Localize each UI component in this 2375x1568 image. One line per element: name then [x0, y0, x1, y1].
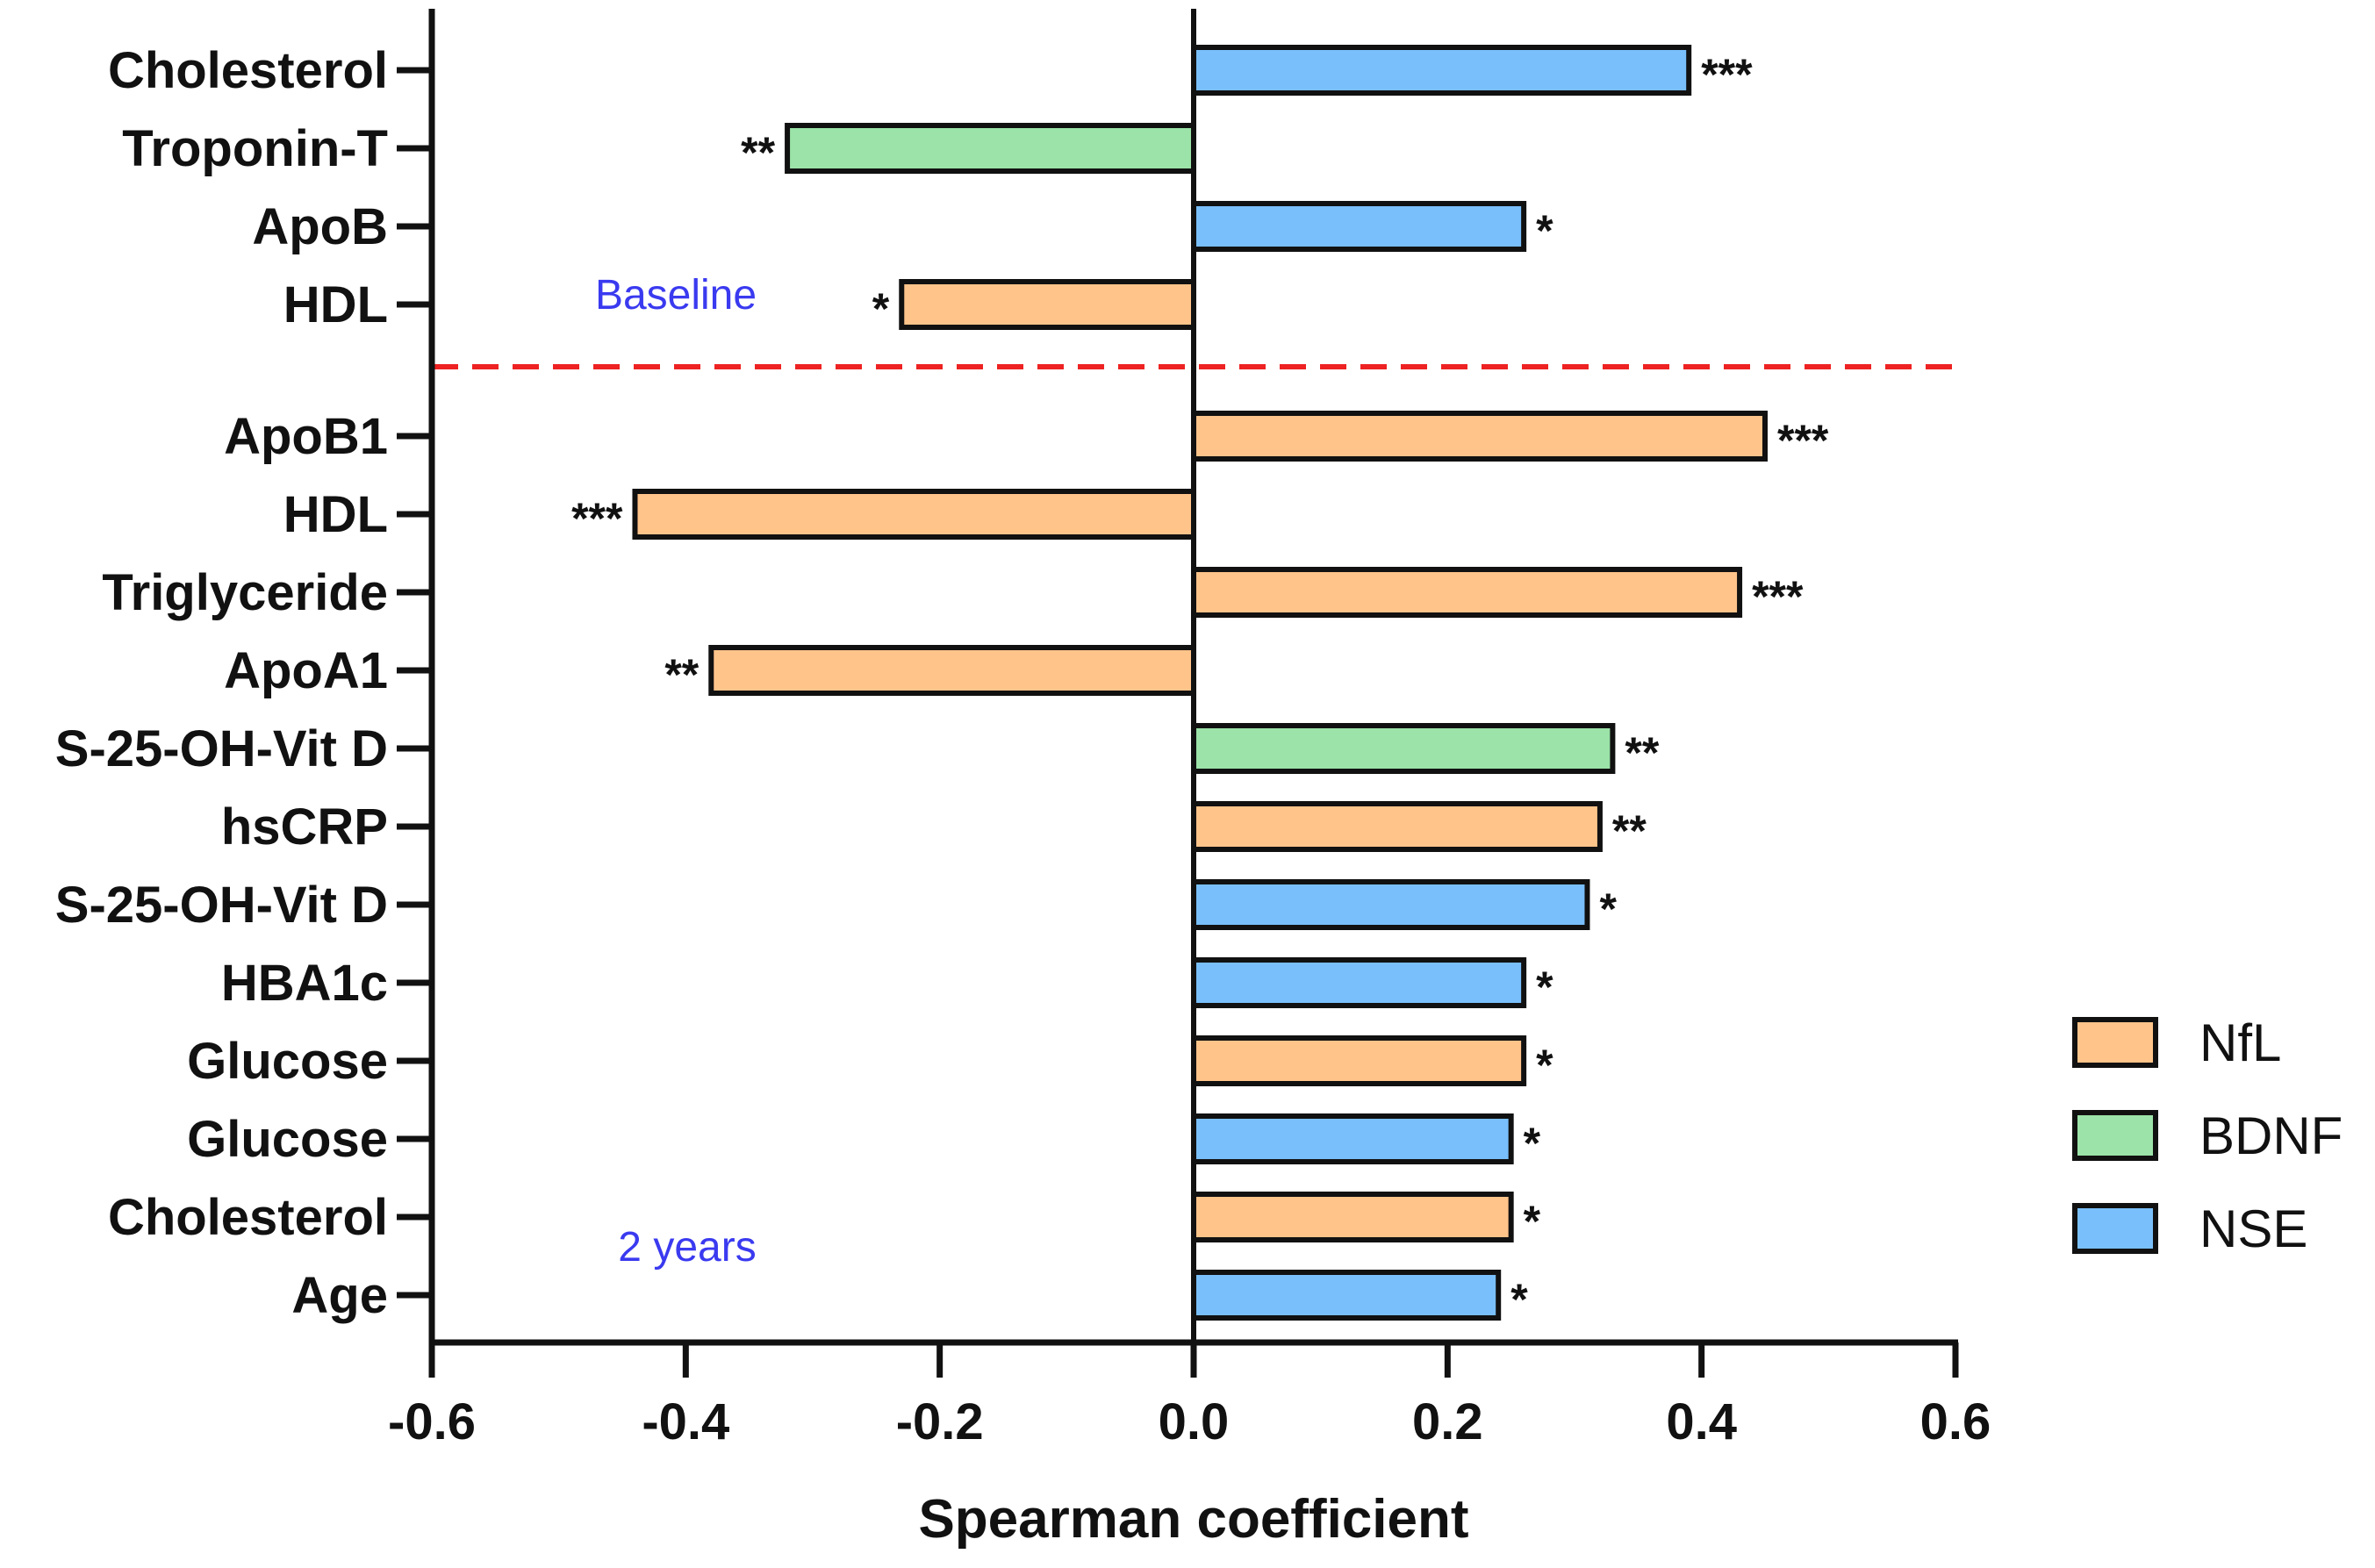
y-tick-label: S-25-OH-Vit D — [55, 720, 388, 777]
y-tick-label: Cholesterol — [108, 42, 388, 99]
y-tick-label: ApoA1 — [224, 642, 388, 699]
significance-label: *** — [1701, 50, 1753, 99]
bar-s-25-oh-vit-d-bdnf — [1191, 723, 1616, 774]
legend-swatch-bdnf — [2072, 1110, 2158, 1161]
bar-triglyceride-nfl — [1191, 567, 1743, 618]
significance-label: * — [1524, 1197, 1541, 1246]
x-tick-label: 0.4 — [1666, 1393, 1737, 1450]
y-tick-label: HDL — [283, 486, 388, 543]
bar-apoa1-nfl — [708, 645, 1196, 696]
significance-label: * — [1536, 206, 1553, 255]
bar-glucose-nfl — [1191, 1035, 1527, 1086]
y-tick-label: Troponin-T — [122, 120, 388, 177]
significance-label: ** — [1612, 806, 1647, 856]
y-tick-label: Cholesterol — [108, 1189, 388, 1246]
legend: NfL BDNF NSE — [2072, 1013, 2343, 1258]
legend-label-bdnf: BDNF — [2199, 1106, 2343, 1165]
significance-label: * — [872, 284, 890, 333]
significance-label: * — [1510, 1275, 1528, 1324]
significance-label: * — [1536, 1041, 1553, 1090]
significance-label: *** — [571, 494, 623, 543]
bar-hscrp-nfl — [1191, 801, 1603, 852]
significance-label: * — [1524, 1119, 1541, 1168]
y-tick-label: ApoB — [252, 198, 388, 255]
bar-hdl-nfl — [899, 279, 1197, 330]
x-tick-label: -0.2 — [896, 1393, 984, 1450]
bar-hba1c-nse — [1191, 957, 1527, 1008]
bar-troponin-t-bdnf — [785, 123, 1196, 174]
x-axis-title: Spearman coefficient — [918, 1489, 1468, 1550]
x-tick-label: -0.4 — [642, 1393, 729, 1450]
two-years-annotation: 2 years — [618, 1224, 756, 1271]
y-tick-label: S-25-OH-Vit D — [55, 877, 388, 934]
bar-cholesterol-nfl — [1191, 1192, 1514, 1242]
legend-label-nfl: NfL — [2199, 1013, 2281, 1072]
x-tick-label: 0.6 — [1920, 1393, 1991, 1450]
significance-label: *** — [1752, 572, 1804, 621]
x-tick-label: -0.6 — [388, 1393, 476, 1450]
y-tick-label: hsCRP — [221, 798, 388, 856]
bar-glucose-nse — [1191, 1113, 1514, 1164]
y-tick-label: Age — [291, 1267, 388, 1324]
significance-label: ** — [1625, 728, 1659, 777]
bar-apob-nse — [1191, 201, 1527, 252]
y-tick-label: Glucose — [187, 1033, 388, 1090]
significance-label: ** — [664, 650, 699, 699]
significance-label: *** — [1777, 416, 1829, 465]
x-tick-label: 0.0 — [1159, 1393, 1230, 1450]
y-tick-label: ApoB1 — [224, 408, 388, 465]
significance-label: * — [1599, 884, 1617, 934]
legend-label-nse: NSE — [2199, 1199, 2307, 1258]
bar-hdl-nfl — [632, 489, 1196, 540]
legend-swatch-nse — [2072, 1203, 2158, 1254]
y-tick-label: HDL — [283, 276, 388, 333]
y-tick-label: Glucose — [187, 1111, 388, 1168]
bar-age-nse — [1191, 1270, 1502, 1321]
bar-cholesterol-nse — [1191, 45, 1692, 96]
bar-s-25-oh-vit-d-nse — [1191, 879, 1590, 930]
x-tick-label: 0.2 — [1412, 1393, 1483, 1450]
bar-apob1-nfl — [1191, 411, 1768, 462]
y-tick-label: HBA1c — [221, 955, 388, 1012]
y-tick-label: Triglyceride — [102, 564, 388, 621]
legend-swatch-nfl — [2072, 1017, 2158, 1068]
baseline-annotation: Baseline — [595, 272, 757, 319]
significance-label: * — [1536, 963, 1553, 1012]
significance-label: ** — [741, 128, 775, 177]
